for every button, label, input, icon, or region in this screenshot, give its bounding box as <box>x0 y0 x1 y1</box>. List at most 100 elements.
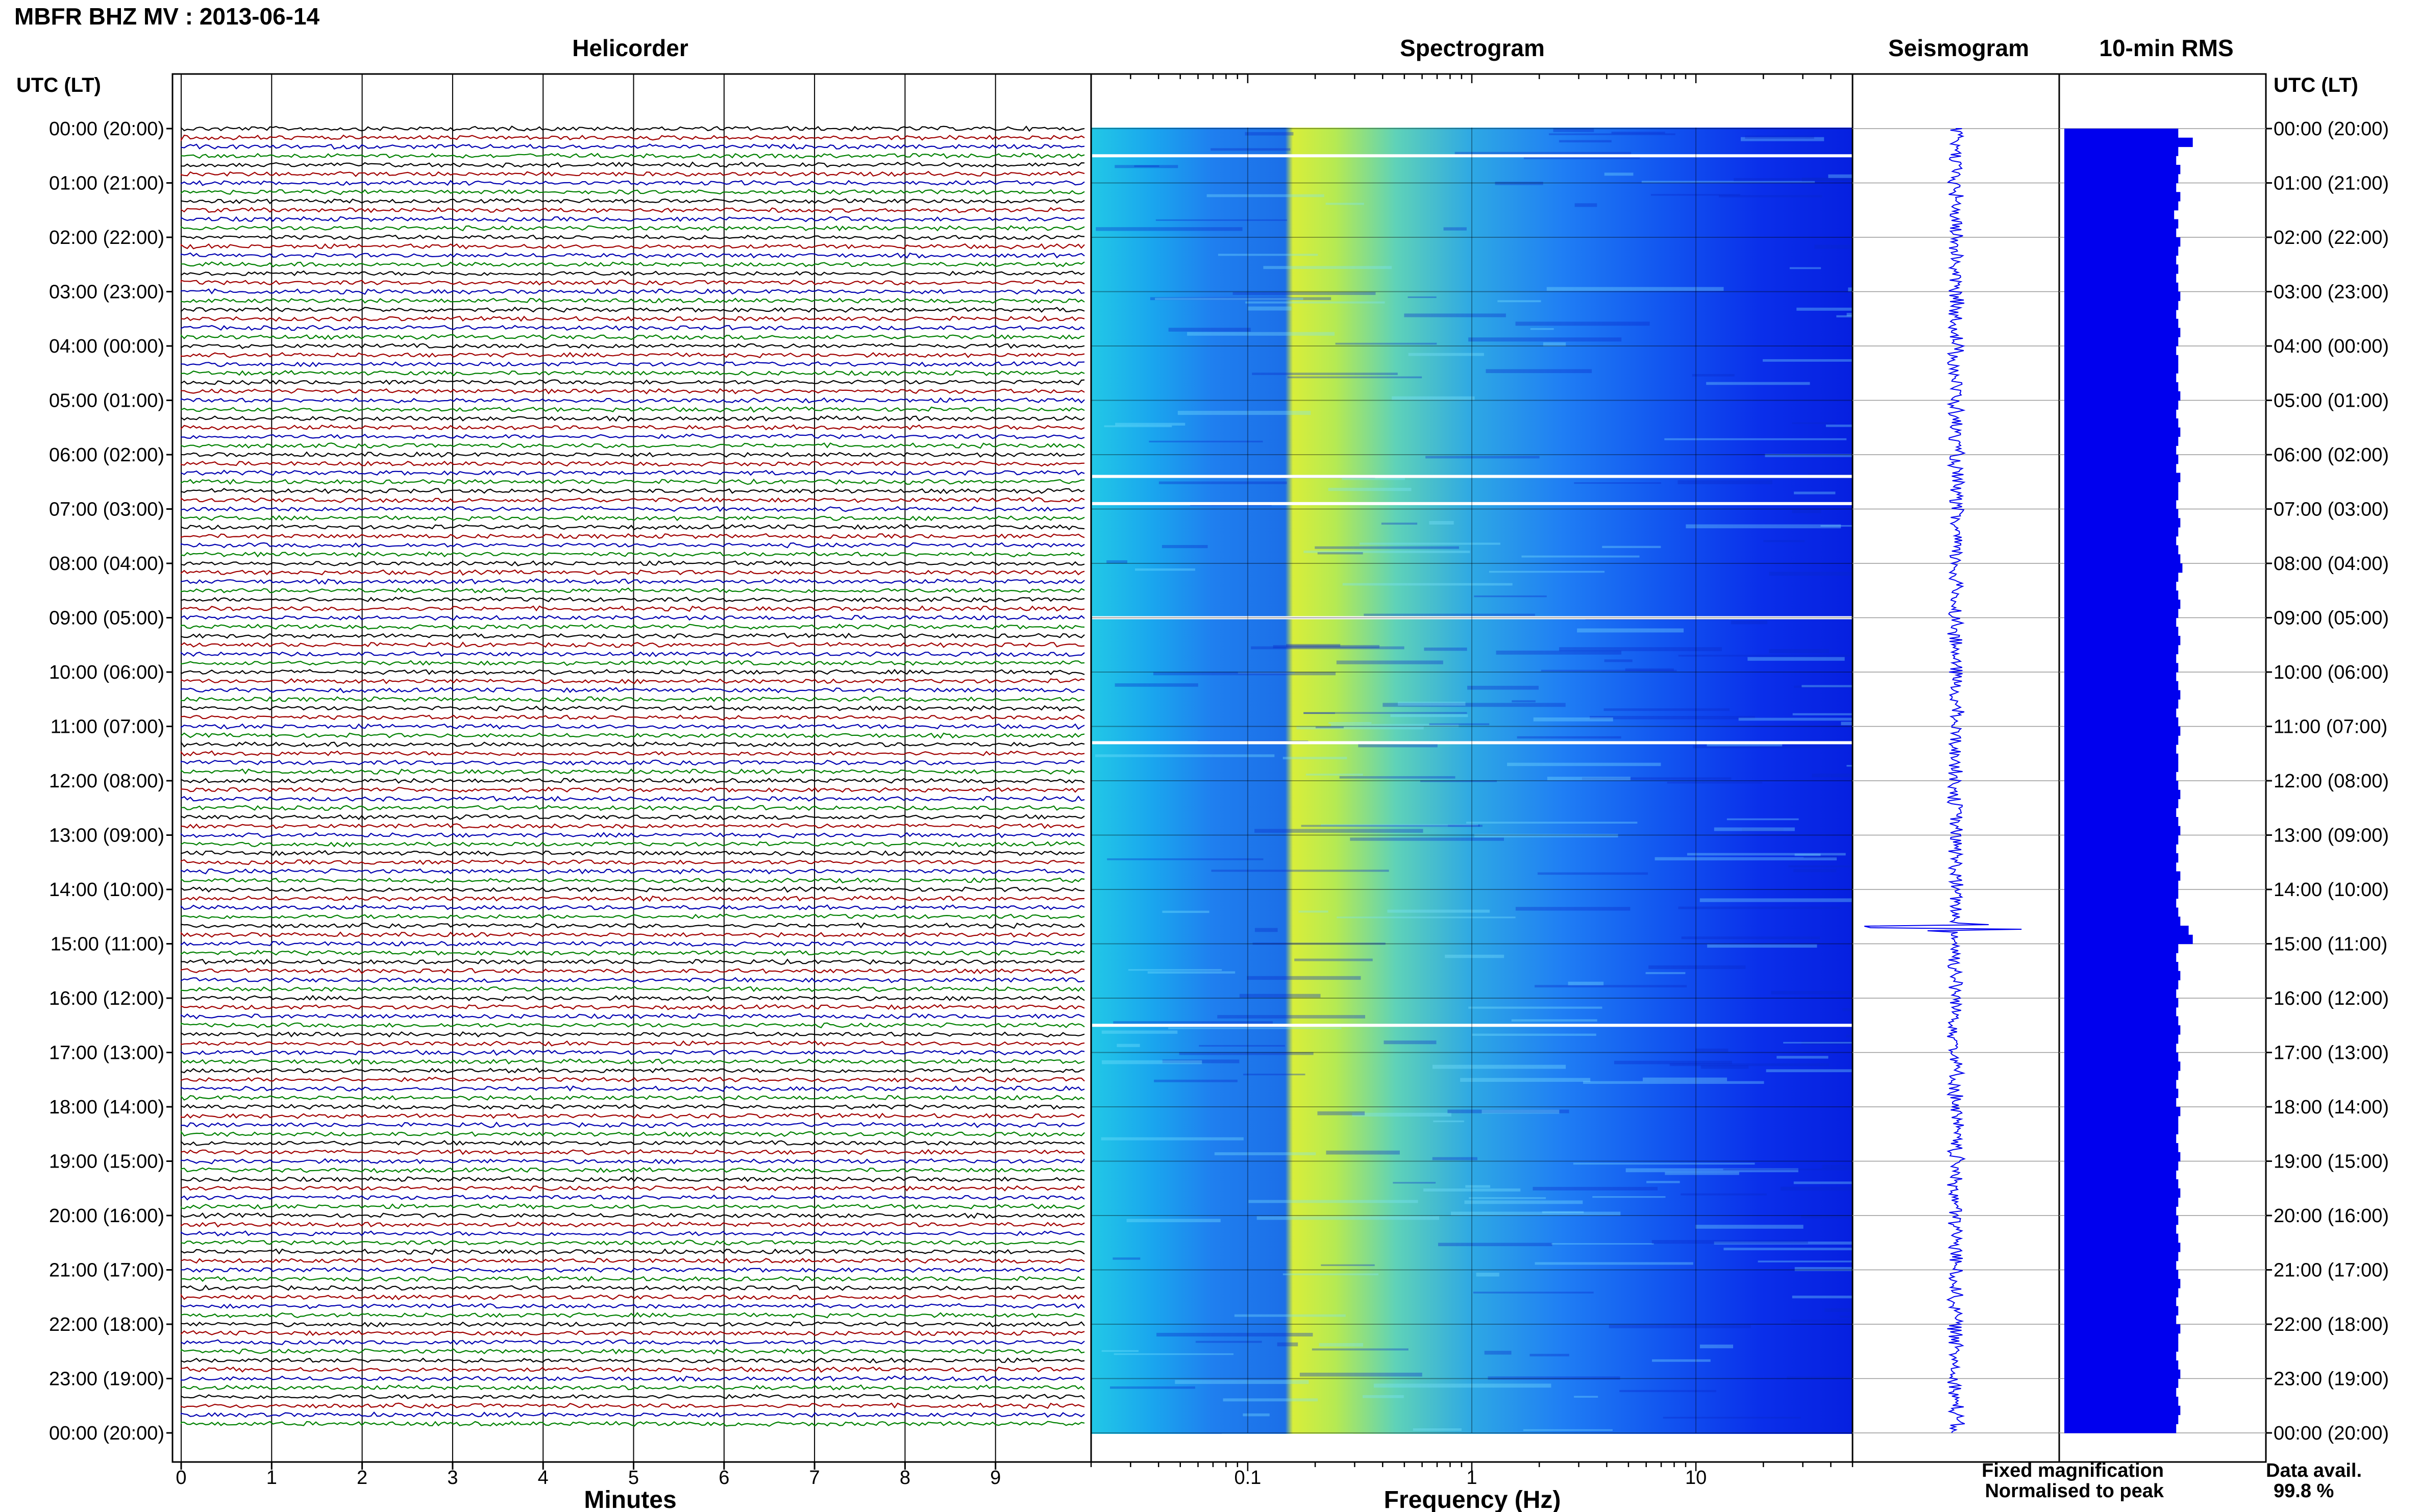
spectrogram-stripe <box>1294 958 1373 961</box>
rms-bar <box>2064 228 2177 238</box>
rms-bar <box>2064 608 2179 618</box>
rms-bar <box>2064 636 2181 646</box>
rms-bar <box>2064 1315 2177 1325</box>
time-label-left: 15:00 (11:00) <box>51 934 164 955</box>
rms-bar <box>2064 1369 2181 1379</box>
spectrogram-stripe <box>1299 1372 1422 1377</box>
spectrogram-stripe <box>1359 542 1500 545</box>
time-label-left: 16:00 (12:00) <box>49 988 164 1009</box>
spectrogram-stripe <box>1796 307 1853 311</box>
time-labels-left: 00:00 (20:00) 01:00 (21:00) 02:00 (22:00) 0… <box>49 118 172 1444</box>
rms-bar <box>2064 1170 2177 1180</box>
spectrogram-stripe <box>1589 715 1755 720</box>
helicorder-title: Helicorder <box>572 35 688 61</box>
minute-tick-label: 9 <box>990 1467 1001 1489</box>
helicorder-trace <box>180 968 1085 974</box>
time-label-right: 10:00 (06:00) <box>2274 662 2389 683</box>
spectrogram-stripe <box>1199 1045 1285 1047</box>
rms-bar <box>2064 1025 2181 1035</box>
helicorder-trace <box>180 605 1085 612</box>
spectrogram-stripe <box>1700 1065 1749 1069</box>
spectrogram-stripe <box>1529 1354 1569 1357</box>
helicorder-trace <box>180 1248 1085 1255</box>
spectrogram-stripe <box>1822 1164 1853 1169</box>
minute-tick-label: 6 <box>719 1467 729 1489</box>
helicorder-traces <box>180 125 1085 1427</box>
time-label-left: 03:00 (23:00) <box>49 282 164 303</box>
spectrogram-stripe <box>1792 1295 1853 1299</box>
rms-bar <box>2064 1143 2179 1153</box>
spectrogram-stripe <box>1836 315 1853 317</box>
time-label-left: 08:00 (04:00) <box>49 553 164 575</box>
rms-bar <box>2064 282 2179 292</box>
spectrogram-stripe <box>1239 994 1321 998</box>
spectrogram-stripe <box>1432 1064 1566 1069</box>
spectrogram-stripe <box>1482 1109 1560 1114</box>
rms-bar <box>2064 708 2177 718</box>
spectrogram-stripe <box>1342 477 1405 480</box>
spectrogram-stripe <box>1543 342 1566 346</box>
spectrogram-stripe <box>1497 300 1541 303</box>
spectrogram-stripe <box>1303 712 1335 714</box>
helicorder-trace <box>180 433 1085 439</box>
spectrogram-stripe <box>1687 853 1846 856</box>
rms-bar <box>2064 1297 2177 1307</box>
helicorder-trace <box>180 533 1085 539</box>
spectrogram-stripe <box>1665 1172 1739 1175</box>
spectrogram-stripe <box>1465 1185 1491 1188</box>
time-labels-right: 00:00 (20:00) 01:00 (21:00) 02:00 (22:00) 0… <box>2266 118 2389 1444</box>
rms-bar <box>2064 1333 2179 1343</box>
spectrogram-stripe <box>1523 157 1640 159</box>
time-label-right: 11:00 (07:00) <box>2274 716 2387 738</box>
spectrogram-stripe <box>1301 825 1483 827</box>
helicorder-trace <box>180 143 1085 150</box>
spectrogram-stripe <box>1645 972 1686 974</box>
rms-bar <box>2064 726 2181 736</box>
helicorder-trace <box>180 723 1085 730</box>
spectrogram-stripe <box>1474 595 1547 598</box>
spectrogram-stripe <box>1364 613 1535 616</box>
spectrogram-stripe <box>1245 132 1294 136</box>
spectrogram-stripe <box>1792 510 1821 513</box>
rms-bar <box>2064 762 2179 772</box>
helicorder-trace <box>180 750 1085 757</box>
helicorder-trace <box>180 805 1085 811</box>
spectrogram-stripe <box>1218 254 1318 256</box>
helicorder-trace <box>180 1112 1085 1119</box>
time-label-right: 02:00 (22:00) <box>2274 227 2389 249</box>
spectrogram-stripe <box>1793 1181 1853 1184</box>
spectrogram-stripe <box>1312 1348 1409 1351</box>
spectrogram-stripe <box>1448 824 1480 827</box>
spectrogram-stripe <box>1766 1069 1853 1073</box>
spectrogram-stripe <box>1547 777 1631 781</box>
helicorder-trace <box>180 225 1085 232</box>
spectrogram-stripe <box>1769 572 1853 576</box>
helicorder-trace <box>180 1167 1085 1174</box>
helicorder-trace <box>180 524 1085 531</box>
spectrogram-stripe <box>1398 702 1466 706</box>
rms-bar <box>2064 572 2179 582</box>
spectrogram-stripe <box>1707 743 1783 747</box>
spectrogram-data-gap <box>1092 1024 1853 1027</box>
spectrogram-stripe <box>1574 482 1662 484</box>
helicorder-trace <box>180 995 1085 1002</box>
data-availability-label: Data avail. <box>2266 1460 2362 1481</box>
spectrogram-stripe <box>1517 736 1621 739</box>
spectrogram-stripe <box>1232 292 1376 295</box>
rms-bar <box>2064 817 2179 827</box>
spectrogram-stripe <box>1741 137 1824 141</box>
rms-bar <box>2064 699 2179 709</box>
spectrogram-stripe <box>1824 1308 1853 1312</box>
spectrogram-stripe <box>1221 1433 1353 1434</box>
helicorder-trace <box>180 1085 1085 1092</box>
helicorder-trace <box>180 343 1085 350</box>
spectrogram-stripe <box>1714 827 1795 831</box>
helicorder-trace <box>180 1067 1085 1074</box>
helicorder-trace <box>180 170 1085 177</box>
spectrogram-stripe <box>1206 194 1324 197</box>
spectrogram-stripe <box>1107 858 1264 860</box>
spectrogram-stripe <box>1723 1169 1853 1171</box>
helicorder-trace <box>180 868 1085 875</box>
rms-bar <box>2064 518 2181 528</box>
spectrogram-stripe <box>1277 1342 1298 1347</box>
